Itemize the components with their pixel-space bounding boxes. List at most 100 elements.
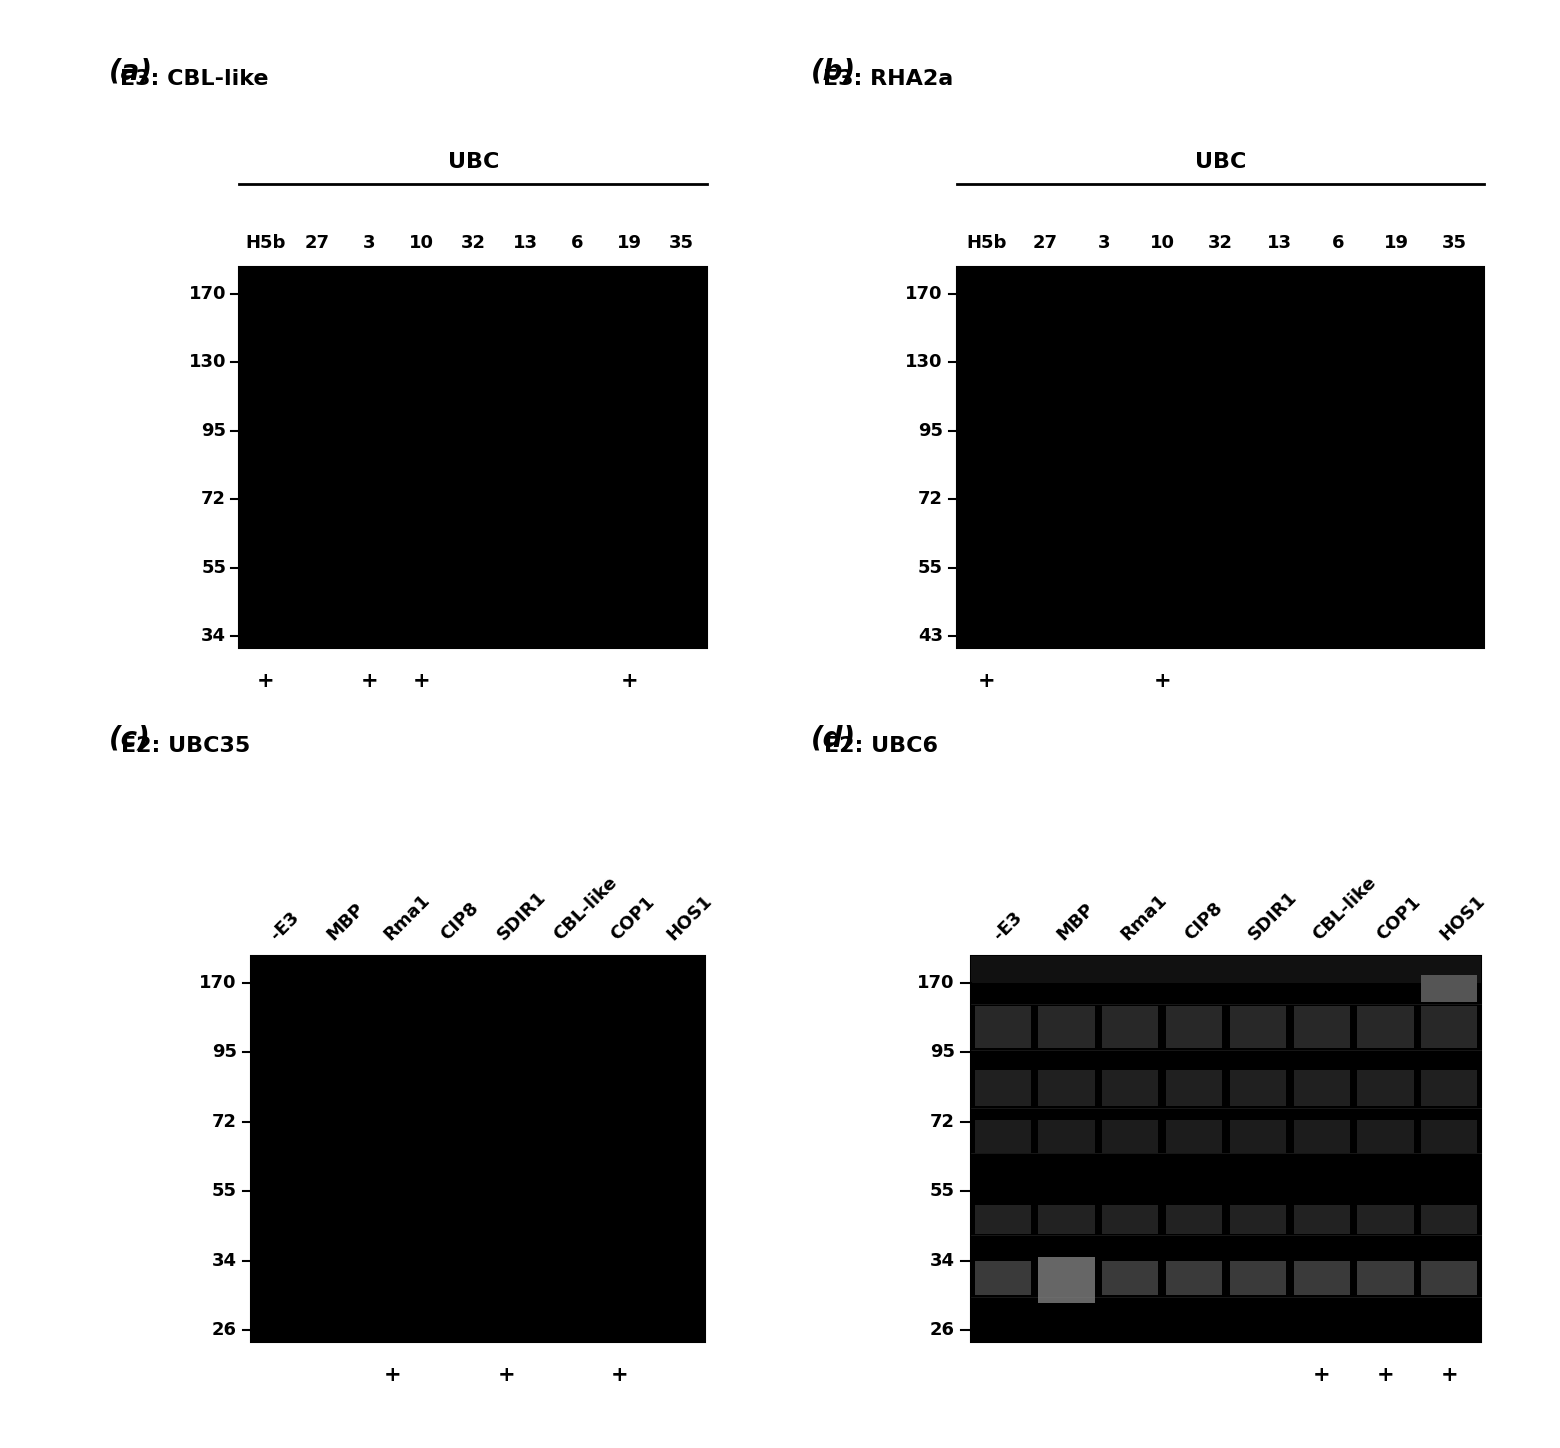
Text: Rma1: Rma1: [381, 891, 434, 944]
Text: 10: 10: [1150, 235, 1175, 252]
Bar: [975, 1261, 1031, 1296]
Text: CIP8: CIP8: [1181, 899, 1226, 944]
Text: 55: 55: [212, 1182, 237, 1200]
Bar: [975, 1205, 1031, 1234]
Text: 55: 55: [930, 1182, 955, 1200]
Text: 3: 3: [1097, 235, 1111, 252]
Text: HOS1: HOS1: [663, 892, 716, 944]
Text: +: +: [1377, 1365, 1395, 1384]
Text: 35: 35: [669, 235, 694, 252]
Text: +: +: [384, 1365, 401, 1384]
Text: +: +: [1440, 1365, 1459, 1384]
Text: Rma1: Rma1: [1117, 891, 1170, 944]
Text: (a): (a): [109, 58, 153, 85]
Text: -E3: -E3: [267, 908, 303, 944]
Text: 26: 26: [212, 1321, 237, 1339]
Text: +: +: [256, 670, 275, 691]
Text: +: +: [612, 1365, 629, 1384]
Text: SDIR1: SDIR1: [1245, 888, 1301, 944]
Bar: [1165, 1261, 1221, 1296]
Bar: [958, 268, 1484, 647]
Bar: [1165, 1119, 1221, 1153]
Bar: [975, 1070, 1031, 1106]
Text: 32: 32: [1207, 235, 1234, 252]
Text: 95: 95: [917, 421, 942, 440]
Bar: [1039, 1261, 1095, 1296]
Text: E2: UBC6: E2: UBC6: [824, 736, 938, 756]
Bar: [1103, 1070, 1159, 1106]
Text: 72: 72: [201, 491, 226, 508]
Bar: [1421, 1205, 1477, 1234]
Text: MBP: MBP: [1053, 899, 1098, 944]
Text: HOS1: HOS1: [1437, 892, 1488, 944]
Bar: [1293, 1205, 1349, 1234]
Text: +: +: [1314, 1365, 1331, 1384]
Bar: [1229, 1070, 1285, 1106]
Bar: [1229, 1205, 1285, 1234]
Bar: [1229, 1261, 1285, 1296]
Text: 13: 13: [513, 235, 538, 252]
Bar: [1039, 1006, 1095, 1048]
Text: 19: 19: [1384, 235, 1409, 252]
Text: 26: 26: [930, 1321, 955, 1339]
Bar: [1421, 975, 1477, 1002]
Bar: [1039, 1119, 1095, 1153]
Text: SDIR1: SDIR1: [493, 888, 549, 944]
Text: 32: 32: [460, 235, 485, 252]
Text: 72: 72: [930, 1112, 955, 1131]
Bar: [970, 956, 1482, 1342]
Bar: [1293, 1070, 1349, 1106]
Text: CBL-like: CBL-like: [551, 873, 621, 944]
Text: UBC: UBC: [1195, 152, 1246, 172]
Text: 130: 130: [189, 353, 226, 372]
Text: E3: RHA2a: E3: RHA2a: [824, 70, 953, 90]
Bar: [1293, 1006, 1349, 1048]
Bar: [1103, 1119, 1159, 1153]
Text: 3: 3: [363, 235, 376, 252]
Text: E3: CBL-like: E3: CBL-like: [120, 70, 268, 90]
Text: 6: 6: [1331, 235, 1345, 252]
Text: 170: 170: [189, 285, 226, 303]
Text: 35: 35: [1441, 235, 1468, 252]
Bar: [1165, 1070, 1221, 1106]
Bar: [1421, 1070, 1477, 1106]
Text: 170: 170: [905, 285, 942, 303]
Bar: [1039, 1257, 1095, 1303]
Bar: [1103, 1006, 1159, 1048]
Text: +: +: [621, 670, 638, 691]
Bar: [1039, 1205, 1095, 1234]
Bar: [1165, 1205, 1221, 1234]
Text: (d): (d): [811, 724, 856, 752]
Text: +: +: [360, 670, 378, 691]
Text: MBP: MBP: [323, 899, 368, 944]
Text: +: +: [1153, 670, 1172, 691]
Bar: [251, 956, 705, 1342]
Bar: [1103, 1205, 1159, 1234]
Text: 170: 170: [200, 973, 237, 992]
Text: CIP8: CIP8: [437, 899, 482, 944]
Text: +: +: [412, 670, 431, 691]
Text: UBC: UBC: [448, 152, 499, 172]
Bar: [1229, 1119, 1285, 1153]
Text: 34: 34: [212, 1251, 237, 1270]
Text: 34: 34: [930, 1251, 955, 1270]
Text: 13: 13: [1267, 235, 1292, 252]
Text: 6: 6: [571, 235, 583, 252]
Bar: [1229, 1006, 1285, 1048]
Bar: [239, 268, 707, 647]
Bar: [1165, 1006, 1221, 1048]
Text: 19: 19: [616, 235, 641, 252]
Text: -E3: -E3: [991, 908, 1025, 944]
Text: 72: 72: [212, 1112, 237, 1131]
Bar: [1039, 1070, 1095, 1106]
Text: 34: 34: [201, 627, 226, 646]
Text: (b): (b): [811, 58, 856, 85]
Text: 10: 10: [409, 235, 434, 252]
Text: H5b: H5b: [245, 235, 285, 252]
Text: COP1: COP1: [607, 893, 658, 944]
Bar: [975, 1119, 1031, 1153]
Bar: [1421, 1006, 1477, 1048]
Bar: [1357, 1261, 1413, 1296]
Text: 27: 27: [304, 235, 329, 252]
Text: 55: 55: [201, 559, 226, 576]
